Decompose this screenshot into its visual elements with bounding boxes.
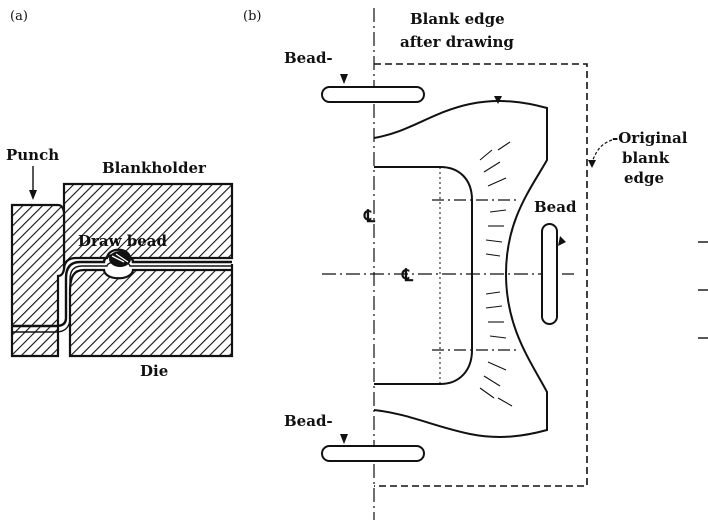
draw-bead-shape (109, 251, 131, 267)
bead-top (321, 86, 425, 103)
blank-edge-after-label-1: Blank edge (410, 10, 505, 28)
punch-outline (374, 166, 473, 385)
centerline-symbol-lower: ℄ (401, 266, 414, 286)
punch-shape (10, 203, 66, 358)
bead-right (541, 223, 558, 325)
bead-bottom (321, 445, 425, 462)
bead-bottom-tick (340, 434, 348, 444)
bead-right-label: Bead (534, 198, 577, 216)
bead-top-tick (340, 74, 348, 84)
die-shape (68, 264, 234, 358)
original-edge-label-1: -Original (612, 129, 688, 147)
punch-label: Punch (6, 146, 59, 164)
original-edge-label-2: blank (622, 149, 670, 167)
blankholder-shape (62, 182, 234, 271)
original-edge-label-3: edge (624, 169, 664, 187)
bead-right-tick (558, 236, 566, 246)
blank-edge-after-label-2: after drawing (400, 33, 514, 51)
panel-a-tag: (a) (10, 9, 28, 24)
bead-bottom-label: Bead- (284, 412, 333, 430)
blank-edge-after-drawing (373, 100, 548, 438)
die-label: Die (140, 362, 168, 380)
panel-a: (a) Punch Blankholder Draw bead Die (6, 9, 234, 380)
original-edge-leader (591, 139, 613, 163)
original-blank-edge (374, 63, 588, 487)
draw-bead-label: Draw bead (78, 232, 168, 250)
panel-b: (b) (243, 8, 708, 520)
panel-b-tag: (b) (243, 9, 261, 24)
centerline-symbol-upper: ℄ (363, 207, 376, 227)
blank-edge-tick (494, 96, 502, 104)
blankholder-label: Blankholder (102, 159, 207, 177)
bead-top-label: Bead- (284, 49, 333, 67)
flow-marks (479, 141, 513, 407)
